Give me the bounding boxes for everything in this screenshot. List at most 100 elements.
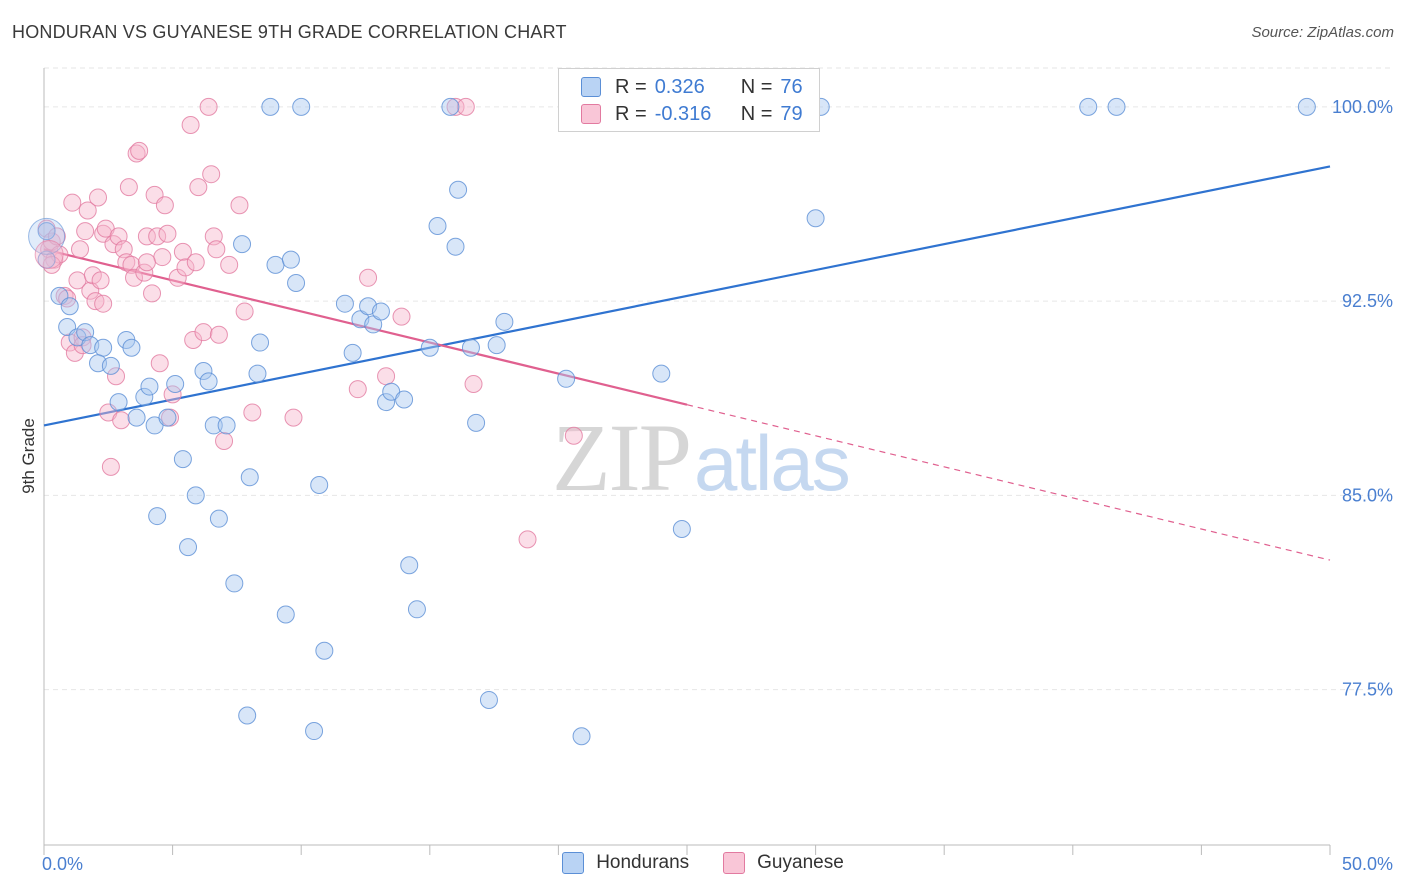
point-guyanese — [112, 411, 131, 430]
point-guyanese — [153, 248, 172, 267]
point-guyanese — [209, 325, 228, 344]
point-hondurans — [186, 486, 205, 505]
point-hondurans — [251, 333, 270, 352]
legend-n-label: N = — [740, 75, 773, 98]
point-guyanese — [91, 271, 110, 290]
point-guyanese — [184, 330, 203, 349]
point-hondurans — [806, 209, 825, 228]
legend-row-guyanese: R = -0.316 N = 79 — [581, 101, 803, 127]
legend-n-value: 76 — [780, 75, 803, 98]
point-guyanese — [94, 294, 113, 313]
source-label: Source: ZipAtlas.com — [1251, 24, 1394, 41]
series-legend-hondurans[interactable]: Hondurans — [562, 852, 689, 874]
point-hondurans — [672, 520, 691, 539]
point-guyanese — [207, 240, 226, 259]
point-hondurans — [199, 372, 218, 391]
point-guyanese — [135, 263, 154, 282]
point-guyanese — [158, 224, 177, 243]
point-guyanese — [55, 286, 74, 305]
point-hondurans — [1079, 97, 1098, 116]
point-guyanese — [143, 284, 162, 303]
point-hondurans — [166, 374, 185, 393]
point-hondurans — [217, 416, 236, 435]
point-guyanese — [392, 307, 411, 326]
point-guyanese — [456, 97, 475, 116]
legend-swatch-hondurans — [581, 77, 601, 97]
point-hondurans — [194, 362, 213, 381]
point-guyanese — [230, 196, 249, 215]
legend-r-value: 0.326 — [654, 75, 705, 98]
point-guyanese — [173, 242, 192, 261]
trend-line-guyanese-extension — [686, 404, 1331, 561]
point-hondurans — [37, 222, 56, 241]
y-tick-label: 100.0% — [1332, 97, 1393, 117]
point-guyanese — [137, 227, 156, 246]
point-guyanese — [119, 178, 138, 197]
legend-r-label: R = — [615, 102, 647, 125]
point-hondurans — [395, 390, 414, 409]
point-hondurans — [461, 338, 480, 357]
point-guyanese — [168, 268, 187, 287]
series-label-hondurans: Hondurans — [596, 852, 690, 873]
point-hondurans — [225, 574, 244, 593]
point-guyanese — [564, 426, 583, 445]
point-guyanese — [186, 253, 205, 272]
point-guyanese — [127, 144, 146, 163]
y-tick-label: 85.0% — [1342, 485, 1393, 505]
point-hondurans — [158, 408, 177, 427]
point-guyanese — [181, 115, 200, 134]
point-guyanese — [45, 250, 64, 269]
point-guyanese — [202, 165, 221, 184]
point-guyanese — [76, 222, 95, 241]
tick-labels: 77.5% 85.0% 92.5% 100.0% 0.0% 50.0% 9th Grade — [19, 97, 1393, 874]
series-legend: Hondurans Guyanese — [0, 852, 1406, 874]
legend-r-label: R = — [615, 75, 647, 98]
axes — [43, 68, 1331, 855]
point-guyanese — [155, 196, 174, 215]
point-guyanese — [125, 268, 144, 287]
point-guyanese — [148, 227, 167, 246]
point-hondurans — [1297, 97, 1316, 116]
stats-legend: R = 0.326 N = 76 R = -0.316 N = 79 — [558, 68, 820, 132]
series-legend-guyanese[interactable]: Guyanese — [723, 852, 844, 874]
point-hondurans — [557, 369, 576, 388]
point-hondurans — [310, 475, 329, 494]
point-guyanese — [130, 141, 149, 160]
point-hondurans — [140, 377, 159, 396]
point-guyanese — [71, 240, 90, 259]
point-guyanese — [464, 374, 483, 393]
point-hondurans — [240, 468, 259, 487]
point-hondurans — [109, 393, 128, 412]
point-hondurans — [377, 393, 396, 412]
point-guyanese — [518, 530, 537, 549]
point-hondurans — [407, 600, 426, 619]
y-tick-label: 77.5% — [1342, 680, 1393, 700]
legend-n-label: N = — [740, 102, 773, 125]
point-hondurans — [248, 364, 267, 383]
point-hondurans — [467, 413, 486, 432]
point-guyanese — [150, 354, 169, 373]
point-hondurans — [1107, 97, 1126, 116]
legend-r-value: -0.316 — [654, 102, 712, 125]
point-hondurans — [287, 273, 306, 292]
point-hondurans — [173, 450, 192, 469]
point-hondurans — [179, 538, 198, 557]
point-hondurans — [276, 605, 295, 624]
point-hondurans — [204, 416, 223, 435]
point-hondurans — [400, 556, 419, 575]
point-hondurans — [449, 180, 468, 199]
point-hondurans — [446, 237, 465, 256]
point-hondurans — [441, 97, 460, 116]
point-guyanese — [220, 255, 239, 274]
point-hondurans — [281, 250, 300, 269]
point-guyanese — [42, 255, 61, 274]
point-hondurans — [305, 722, 324, 741]
point-guyanese — [215, 431, 234, 450]
point-guyanese — [348, 380, 367, 399]
legend-swatch-guyanese — [581, 104, 601, 124]
point-guyanese — [65, 343, 84, 362]
point-guyanese — [63, 193, 82, 212]
point-guyanese — [34, 239, 64, 269]
point-hondurans — [487, 336, 506, 355]
